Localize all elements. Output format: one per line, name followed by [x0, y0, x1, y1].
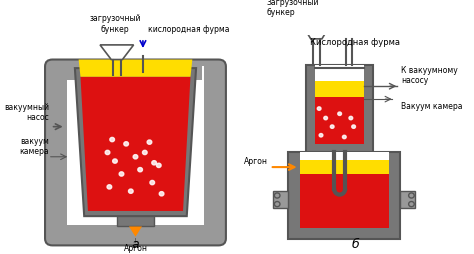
FancyBboxPatch shape — [45, 60, 226, 245]
Circle shape — [138, 168, 143, 172]
Circle shape — [338, 113, 341, 116]
Text: б: б — [352, 237, 359, 250]
Text: Аргон: Аргон — [244, 157, 268, 166]
Polygon shape — [81, 77, 191, 211]
Circle shape — [319, 134, 323, 137]
Text: вакуумный
насос: вакуумный насос — [4, 103, 49, 122]
Text: Кислородная фурма: Кислородная фурма — [310, 38, 401, 47]
Bar — [300, 161, 389, 174]
Bar — [152, 63, 201, 81]
Circle shape — [152, 161, 156, 165]
Circle shape — [128, 189, 133, 194]
Text: а: а — [132, 237, 139, 250]
Bar — [67, 63, 118, 81]
Text: Аргон: Аргон — [123, 243, 147, 252]
Circle shape — [119, 172, 124, 177]
Circle shape — [107, 185, 112, 189]
Text: Загрузочный
бункер: Загрузочный бункер — [267, 0, 319, 18]
Text: Вакуум камера: Вакуум камера — [401, 101, 463, 110]
Circle shape — [143, 151, 147, 155]
Bar — [315, 82, 364, 97]
Circle shape — [330, 125, 334, 129]
Circle shape — [317, 107, 321, 111]
Polygon shape — [301, 24, 331, 40]
Bar — [306, 66, 373, 153]
Circle shape — [113, 159, 117, 164]
Circle shape — [124, 142, 128, 146]
Circle shape — [324, 117, 328, 120]
Polygon shape — [129, 227, 142, 237]
Text: кислородная фурма: кислородная фурма — [147, 25, 229, 34]
Circle shape — [147, 140, 152, 145]
Bar — [67, 67, 203, 225]
Circle shape — [110, 138, 115, 142]
Bar — [300, 153, 389, 228]
Circle shape — [349, 117, 353, 120]
Text: К вакуумному
насосу: К вакуумному насосу — [401, 66, 458, 85]
Circle shape — [159, 192, 164, 196]
Text: загрузочный
бункер: загрузочный бункер — [89, 14, 141, 34]
Bar — [315, 66, 364, 144]
Text: вакуум
камера: вакуум камера — [19, 136, 49, 155]
Bar — [117, 216, 154, 227]
Circle shape — [352, 125, 356, 129]
Circle shape — [150, 181, 155, 185]
Circle shape — [156, 164, 161, 168]
Circle shape — [105, 151, 110, 155]
Bar — [315, 97, 364, 144]
FancyBboxPatch shape — [288, 153, 400, 239]
Bar — [400, 192, 415, 209]
Polygon shape — [75, 69, 196, 216]
Bar — [300, 174, 389, 228]
Circle shape — [133, 155, 138, 159]
Polygon shape — [79, 60, 192, 77]
Bar — [273, 192, 288, 209]
Polygon shape — [100, 46, 134, 60]
Circle shape — [342, 136, 346, 139]
